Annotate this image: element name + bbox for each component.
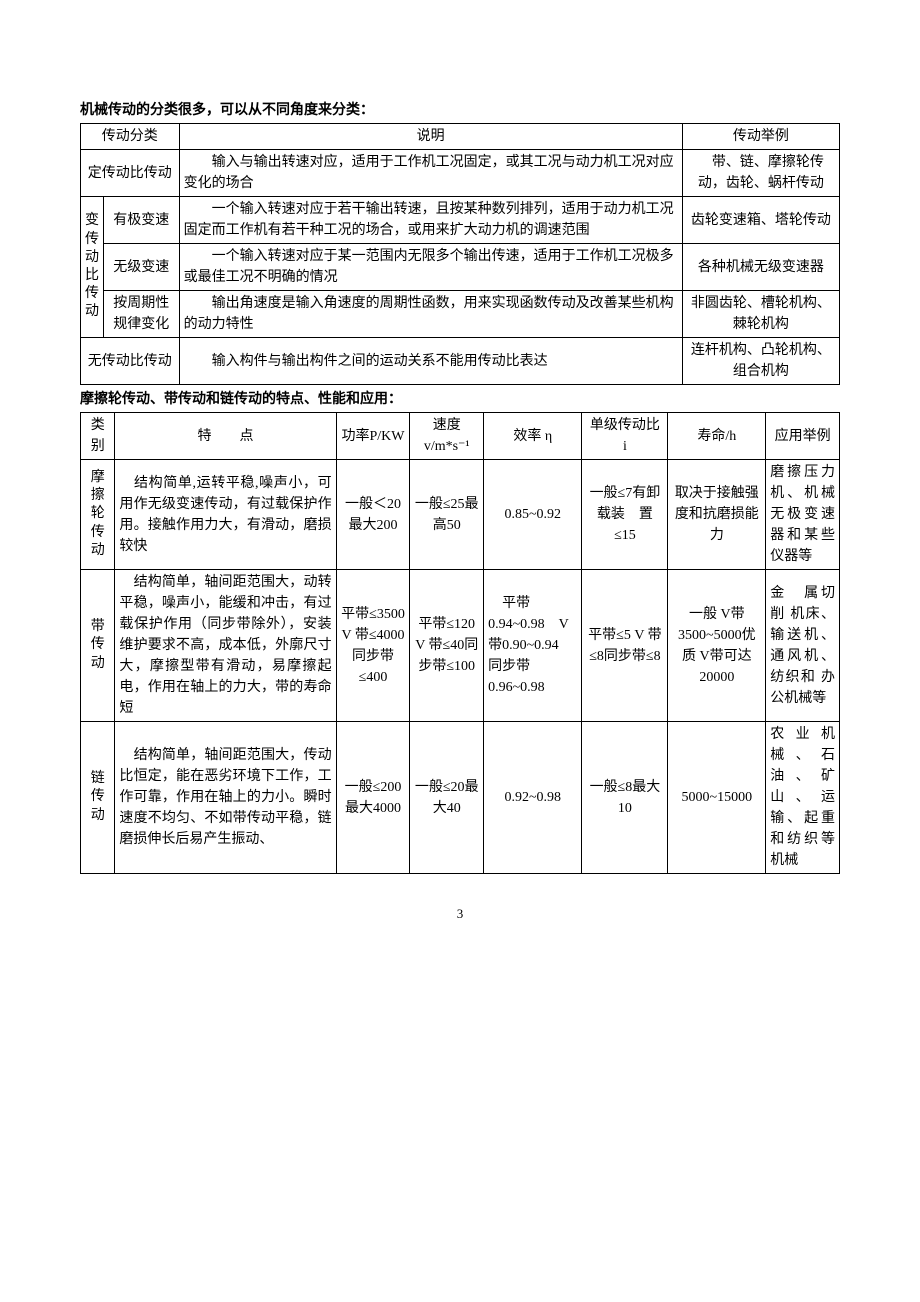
- power-cell: 一般＜20最大200: [336, 460, 410, 570]
- vert-char: 链: [85, 770, 110, 788]
- application-cell: 磨擦压力机、机械无极变速器和某些仪器等: [766, 460, 840, 570]
- category-cell: 无传动比传动: [81, 338, 180, 385]
- table-header-row: 传动分类 说明 传动举例: [81, 124, 840, 150]
- feature-cell: 结构简单,运转平稳,噪声小，可用作无级变速传动，有过载保护作用。接触作用力大，有…: [115, 460, 336, 570]
- vert-char: 轮: [85, 505, 110, 523]
- category-cell: 链 传 动: [81, 722, 115, 874]
- example-cell: 带、链、摩擦轮传动，齿轮、蜗杆传动: [682, 150, 839, 197]
- table-row: 带 传 动 结构简单，轴间距范围大，动转平稳，噪声小，能缓和冲击，有过载保护作用…: [81, 570, 840, 722]
- efficiency-cell: 0.92~0.98: [484, 722, 582, 874]
- category-cell: 摩 擦 轮 传 动: [81, 460, 115, 570]
- vert-char: 传: [85, 636, 110, 654]
- efficiency-cell: 平带0.94~0.98 V带0.90~0.94 同步带0.96~0.98: [484, 570, 582, 722]
- ratio-cell: 一般≤7有卸载装 置≤15: [582, 460, 668, 570]
- header-cell: 单级传动比 i: [582, 413, 668, 460]
- ratio-cell: 平带≤5 V 带≤8同步带≤8: [582, 570, 668, 722]
- vert-char: 比: [85, 267, 99, 285]
- vert-char: 摩: [85, 469, 110, 487]
- description-cell: 输入与输出转速对应，适用于工作机工况固定，或其工况与动力机工况对应变化的场合: [179, 150, 682, 197]
- ratio-cell: 一般≤8最大10: [582, 722, 668, 874]
- power-cell: 一般≤200最大4000: [336, 722, 410, 874]
- table-row: 无级变速 一个输入转速对应于某一范围内无限多个输出传速，适用于工作机工况极多或最…: [81, 244, 840, 291]
- application-cell: 农业机械、石油、矿山、运输、起重和纺织等机械: [766, 722, 840, 874]
- header-cell: 传动分类: [81, 124, 180, 150]
- vert-char: 传: [85, 231, 99, 249]
- table-header-row: 类别 特 点 功率P/KW 速度v/m*s⁻¹ 效率 η 单级传动比 i 寿命/…: [81, 413, 840, 460]
- table-row: 按周期性规律变化 输出角速度是输入角速度的周期性函数，用来实现函数传动及改善某些…: [81, 291, 840, 338]
- header-cell: 特 点: [115, 413, 336, 460]
- description-cell: 一个输入转速对应于若干输出转速，且按某种数列排列，适用于动力机工况固定而工作机有…: [179, 197, 682, 244]
- description-cell: 输入构件与输出构件之间的运动关系不能用传动比表达: [179, 338, 682, 385]
- table-row: 无传动比传动 输入构件与输出构件之间的运动关系不能用传动比表达 连杆机构、凸轮机…: [81, 338, 840, 385]
- section-heading-1: 机械传动的分类很多，可以从不同角度来分类：: [80, 100, 840, 121]
- efficiency-cell: 0.85~0.92: [484, 460, 582, 570]
- category-cell: 带 传 动: [81, 570, 115, 722]
- table-row: 定传动比传动 输入与输出转速对应，适用于工作机工况固定，或其工况与动力机工况对应…: [81, 150, 840, 197]
- power-cell: 平带≤3500 V 带≤4000同步带≤400: [336, 570, 410, 722]
- header-cell: 说明: [179, 124, 682, 150]
- description-cell: 一个输入转速对应于某一范围内无限多个输出传速，适用于工作机工况极多或最佳工况不明…: [179, 244, 682, 291]
- example-cell: 非圆齿轮、槽轮机构、棘轮机构: [682, 291, 839, 338]
- example-cell: 连杆机构、凸轮机构、组合机构: [682, 338, 839, 385]
- header-cell: 应用举例: [766, 413, 840, 460]
- vert-char: 动: [85, 807, 110, 825]
- subcategory-cell: 有极变速: [104, 197, 180, 244]
- header-cell: 寿命/h: [668, 413, 766, 460]
- vert-char: 动: [85, 655, 110, 673]
- example-cell: 各种机械无级变速器: [682, 244, 839, 291]
- application-cell: 金 属切 削 机床、输送机、通风机、纺织和 办 公机械等: [766, 570, 840, 722]
- life-cell: 一般 V带3500~5000优质 V带可达20000: [668, 570, 766, 722]
- vert-char: 传: [85, 285, 99, 303]
- vert-char: 动: [85, 303, 99, 321]
- speed-cell: 平带≤120 V 带≤40同步带≤100: [410, 570, 484, 722]
- transmission-properties-table: 类别 特 点 功率P/KW 速度v/m*s⁻¹ 效率 η 单级传动比 i 寿命/…: [80, 412, 840, 874]
- speed-cell: 一般≤25最高50: [410, 460, 484, 570]
- category-cell: 定传动比传动: [81, 150, 180, 197]
- life-cell: 5000~15000: [668, 722, 766, 874]
- header-cell: 效率 η: [484, 413, 582, 460]
- table-row: 链 传 动 结构简单，轴间距范围大，传动比恒定，能在恶劣环境下工作，工作可靠，作…: [81, 722, 840, 874]
- section-heading-2: 摩擦轮传动、带传动和链传动的特点、性能和应用：: [80, 389, 840, 410]
- feature-cell: 结构简单，轴间距范围大，动转平稳，噪声小，能缓和冲击，有过载保护作用（同步带除外…: [115, 570, 336, 722]
- speed-cell: 一般≤20最大40: [410, 722, 484, 874]
- example-cell: 齿轮变速箱、塔轮传动: [682, 197, 839, 244]
- feature-cell: 结构简单，轴间距范围大，传动比恒定，能在恶劣环境下工作，工作可靠，作用在轴上的力…: [115, 722, 336, 874]
- table-row: 变 传 动 比 传 动 有极变速 一个输入转速对应于若干输出转速，且按某种数列排…: [81, 197, 840, 244]
- vert-char: 动: [85, 249, 99, 267]
- vert-char: 动: [85, 542, 110, 560]
- header-cell: 功率P/KW: [336, 413, 410, 460]
- table-row: 摩 擦 轮 传 动 结构简单,运转平稳,噪声小，可用作无级变速传动，有过载保护作…: [81, 460, 840, 570]
- description-cell: 输出角速度是输入角速度的周期性函数，用来实现函数传动及改善某些机构的动力特性: [179, 291, 682, 338]
- life-cell: 取决于接触强度和抗磨损能力: [668, 460, 766, 570]
- group-cell: 变 传 动 比 传 动: [81, 197, 104, 338]
- header-cell: 传动举例: [682, 124, 839, 150]
- header-cell: 速度v/m*s⁻¹: [410, 413, 484, 460]
- vert-char: 传: [85, 788, 110, 806]
- header-cell: 类别: [81, 413, 115, 460]
- subcategory-cell: 无级变速: [104, 244, 180, 291]
- subcategory-cell: 按周期性规律变化: [104, 291, 180, 338]
- vert-char: 变: [85, 212, 99, 230]
- vert-char: 带: [85, 618, 110, 636]
- vert-char: 传: [85, 524, 110, 542]
- transmission-classification-table: 传动分类 说明 传动举例 定传动比传动 输入与输出转速对应，适用于工作机工况固定…: [80, 123, 840, 385]
- page-number: 3: [80, 904, 840, 924]
- vert-char: 擦: [85, 487, 110, 505]
